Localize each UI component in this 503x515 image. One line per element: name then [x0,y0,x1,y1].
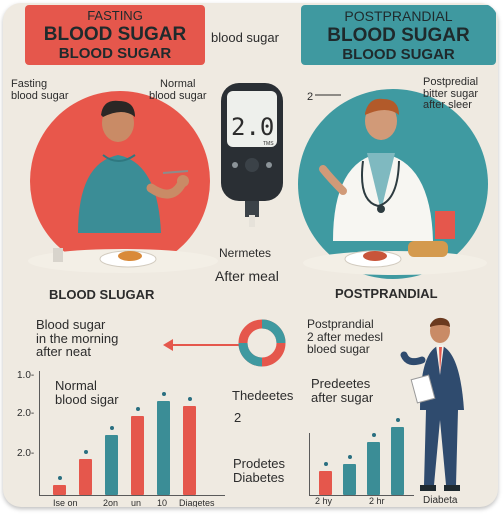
right-x-label-1: 2 hy [315,496,333,506]
two-label: 2 [234,410,242,425]
left-bar-chart: 1.0- 2.0- 2.0- Normal blood sigar Ise on… [15,365,225,507]
right-label-2: 2 [307,91,314,103]
donut-chart-icon [238,319,286,367]
left-chart-x-axis [39,495,225,496]
left-chart-marker [109,426,114,430]
left-chart-y-axis [39,371,40,495]
right-scene-caption: POSTPRANDIAL [335,286,438,301]
left-chart-marker [135,406,140,411]
x-label-2: 2on [103,498,119,507]
businessman-illustration [400,317,464,491]
prodetes-label: Prodetes Diabetes [233,456,286,485]
fasting-banner-line1: FASTING [87,8,143,23]
left-chart-bar [53,485,66,495]
label-fasting-blood-sugar: Fasting blood sugar [11,78,69,102]
right-chart-bar [343,464,356,495]
right-chart-marker [371,433,376,438]
right-chart-bar [319,470,332,495]
right-chart-y-axis [309,433,310,495]
right-chart-bar [367,442,380,495]
arrow-icon [315,94,341,96]
left-chart-marker [187,397,192,402]
left-chart-label: Normal blood sigar [55,378,119,407]
middle-line2: After meal [215,268,279,284]
center-top-label: blood sugar [211,30,279,45]
right-chart-marker [347,455,352,460]
right-chart-marker [323,461,328,466]
arrow-left-icon [163,339,241,351]
right-bar-chart: Predeetes after sugar 2 hy 2 hr [309,373,419,506]
left-chart-bar [131,415,144,495]
postprandial-banner: POSTPRANDIAL BLOOD SUGAR BLOOD SUGAR [301,5,496,65]
man-eating-illustration [28,100,218,273]
fasting-banner: FASTING BLOOD SUGAR BLOOD SUGAR [25,5,205,65]
post-banner-line3: BLOOD SUGAR [342,46,455,63]
left-chart-marker [161,392,166,397]
lower-right-text: Postprandial 2 after medesl bloed sugar [307,317,384,357]
fasting-banner-line2: BLOOD SUGAR [43,24,187,45]
right-postprandial-label: Postpredial bitter sugar after sleer [423,76,479,112]
label-normal-blood-sugar: Normal blood sugar [149,78,207,102]
meter-unit: TMS [263,141,274,147]
right-chart-bar [391,426,404,495]
middle-line1: Nermetes [219,246,272,260]
post-banner-line1: POSTPRANDIAL [344,8,453,24]
glucose-meter-icon [221,83,283,227]
x-label-5: Diagetes [179,498,215,507]
fasting-banner-line3: BLOOD SUGAR [58,45,172,62]
y-tick-3: 2.0- [17,448,35,459]
infographic-card: FASTING BLOOD SUGAR BLOOD SUGAR blood su… [3,3,498,507]
left-chart-marker [83,450,88,454]
right-chart-x-axis [309,495,414,496]
y-tick-1: 1.0- [17,370,35,381]
post-banner-line2: BLOOD SUGAR [327,25,470,46]
left-chart-bar [79,459,92,495]
x-label-4: 10 [157,498,168,507]
lower-left-text: Blood sugar in the morning after neat [36,317,119,360]
y-tick-2: 2.0- [17,408,35,419]
x-label-1: Ise on [53,498,78,507]
left-chart-bar [157,401,170,495]
meter-reading: 2.0 [231,113,275,141]
left-scene-caption: BLOOD SLUGAR [49,287,155,302]
right-chart-label: Predeetes after sugar [311,376,374,405]
right-x-label-2: 2 hr [369,496,385,506]
x-label-3: un [131,498,142,507]
left-chart-marker [57,476,62,481]
left-chart-bar [183,406,196,495]
doctor-eating-illustration [303,98,487,275]
right-x-label-3: Diabeta [423,495,458,506]
right-chart-marker [395,417,400,422]
thedeetes-label: Thedeetes [232,388,294,403]
left-chart-bar [105,435,118,495]
